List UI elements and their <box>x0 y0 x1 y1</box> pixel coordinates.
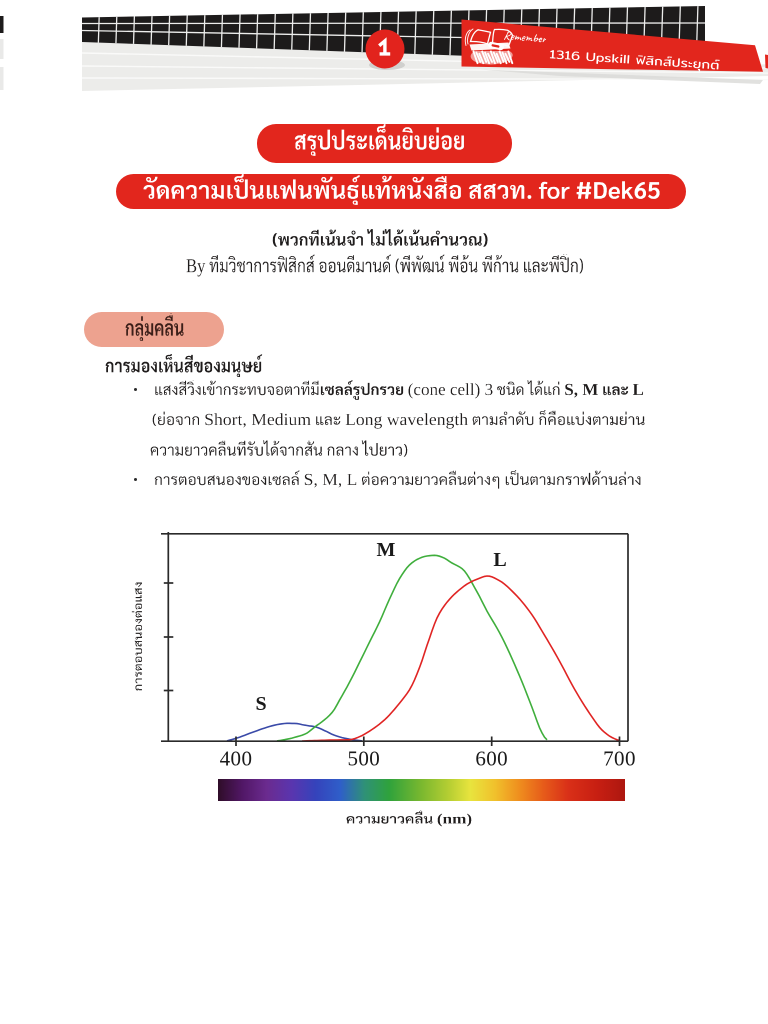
svg-text:700: 700 <box>603 747 636 771</box>
svg-text:L: L <box>493 549 506 571</box>
svg-text:M: M <box>377 539 396 561</box>
svg-text:600: 600 <box>475 747 508 771</box>
svg-text:400: 400 <box>220 747 253 771</box>
svg-text:S: S <box>255 693 266 715</box>
svg-text:500: 500 <box>347 747 380 771</box>
